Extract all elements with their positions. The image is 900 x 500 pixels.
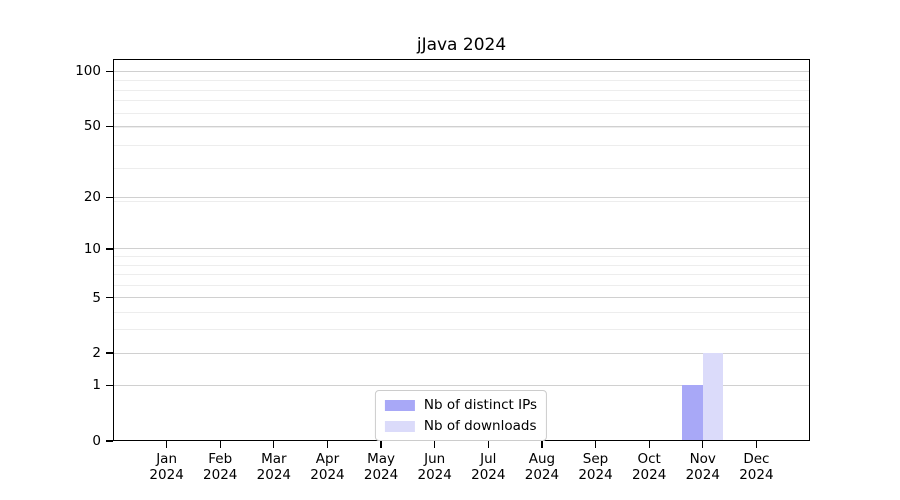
legend-entry-distinct-ips: Nb of distinct IPs	[384, 397, 538, 413]
x-tick-mark	[487, 441, 489, 448]
y-tick-mark	[106, 248, 113, 250]
legend-entry-downloads: Nb of downloads	[384, 418, 537, 434]
x-tick-mark	[755, 441, 757, 448]
y-tick-label: 5	[92, 289, 101, 306]
y-tick-label: 100	[75, 63, 101, 80]
y-tick-mark	[106, 70, 113, 73]
x-tick-label: Sep 2024	[578, 451, 613, 483]
y-gridline-minor	[113, 311, 810, 313]
y-gridline-major	[113, 125, 810, 127]
x-tick-label: May 2024	[363, 451, 399, 483]
x-tick-mark	[166, 441, 168, 448]
y-tick-mark	[106, 440, 113, 442]
y-tick-mark	[106, 125, 113, 127]
x-tick-label: Oct 2024	[631, 451, 667, 483]
y-gridline-minor	[113, 168, 810, 170]
y-tick-label: 50	[83, 118, 101, 135]
y-tick-mark	[106, 296, 113, 299]
x-tick-mark	[594, 441, 597, 448]
y-tick-label: 20	[83, 189, 101, 206]
plot-area	[113, 59, 810, 441]
y-gridline-major	[113, 196, 810, 198]
y-gridline-minor	[113, 329, 810, 331]
y-gridline-major	[113, 248, 810, 250]
y-gridline-minor	[113, 100, 810, 102]
y-gridline-minor	[113, 256, 810, 258]
x-tick-mark	[648, 441, 650, 448]
y-gridline-minor	[113, 273, 810, 275]
y-gridline-major	[113, 70, 810, 72]
y-gridline-major	[113, 297, 810, 299]
x-tick-mark	[702, 441, 704, 448]
x-tick-mark	[219, 441, 221, 448]
legend: Nb of distinct IPs Nb of downloads	[374, 390, 548, 441]
legend-swatch-distinct-ips	[384, 399, 415, 411]
bar-nov-series1	[702, 353, 724, 441]
y-gridline-minor	[113, 80, 810, 82]
y-gridline-minor	[113, 89, 810, 91]
y-gridline-minor	[113, 127, 810, 129]
x-tick-label: Nov 2024	[685, 451, 720, 483]
y-tick-mark	[106, 196, 113, 198]
x-tick-mark	[326, 441, 329, 448]
y-gridline-minor	[113, 112, 810, 114]
x-tick-mark	[434, 441, 436, 448]
x-tick-label: Apr 2024	[310, 451, 345, 483]
y-gridline-major	[113, 352, 810, 354]
y-tick-mark	[106, 352, 113, 354]
legend-label-downloads: Nb of downloads	[423, 418, 537, 434]
x-tick-mark	[541, 441, 543, 448]
x-tick-label: Feb 2024	[203, 451, 238, 483]
y-gridline-minor	[113, 145, 810, 147]
y-tick-label: 2	[92, 345, 101, 362]
x-tick-label: Jun 2024	[417, 451, 452, 483]
legend-swatch-downloads	[384, 420, 415, 432]
x-tick-label: Dec 2024	[739, 451, 774, 483]
x-tick-mark	[380, 441, 382, 448]
y-tick-label: 10	[83, 240, 101, 257]
y-tick-label: 0	[92, 433, 101, 449]
x-tick-label: Aug 2024	[524, 451, 560, 483]
x-tick-label: Jul 2024	[471, 451, 506, 483]
y-gridline-minor	[113, 200, 810, 202]
x-tick-mark	[273, 441, 275, 448]
y-gridline-minor	[113, 284, 810, 286]
chart-title: jJava 2024	[416, 35, 507, 55]
y-gridline-minor	[113, 264, 810, 266]
legend-label-distinct-ips: Nb of distinct IPs	[423, 397, 538, 413]
x-tick-label: Mar 2024	[256, 451, 292, 483]
y-gridline-major	[113, 384, 810, 386]
x-tick-label: Jan 2024	[149, 451, 184, 483]
y-tick-label: 1	[92, 377, 101, 394]
bar-nov-series0	[682, 385, 703, 441]
y-tick-mark	[106, 384, 113, 387]
